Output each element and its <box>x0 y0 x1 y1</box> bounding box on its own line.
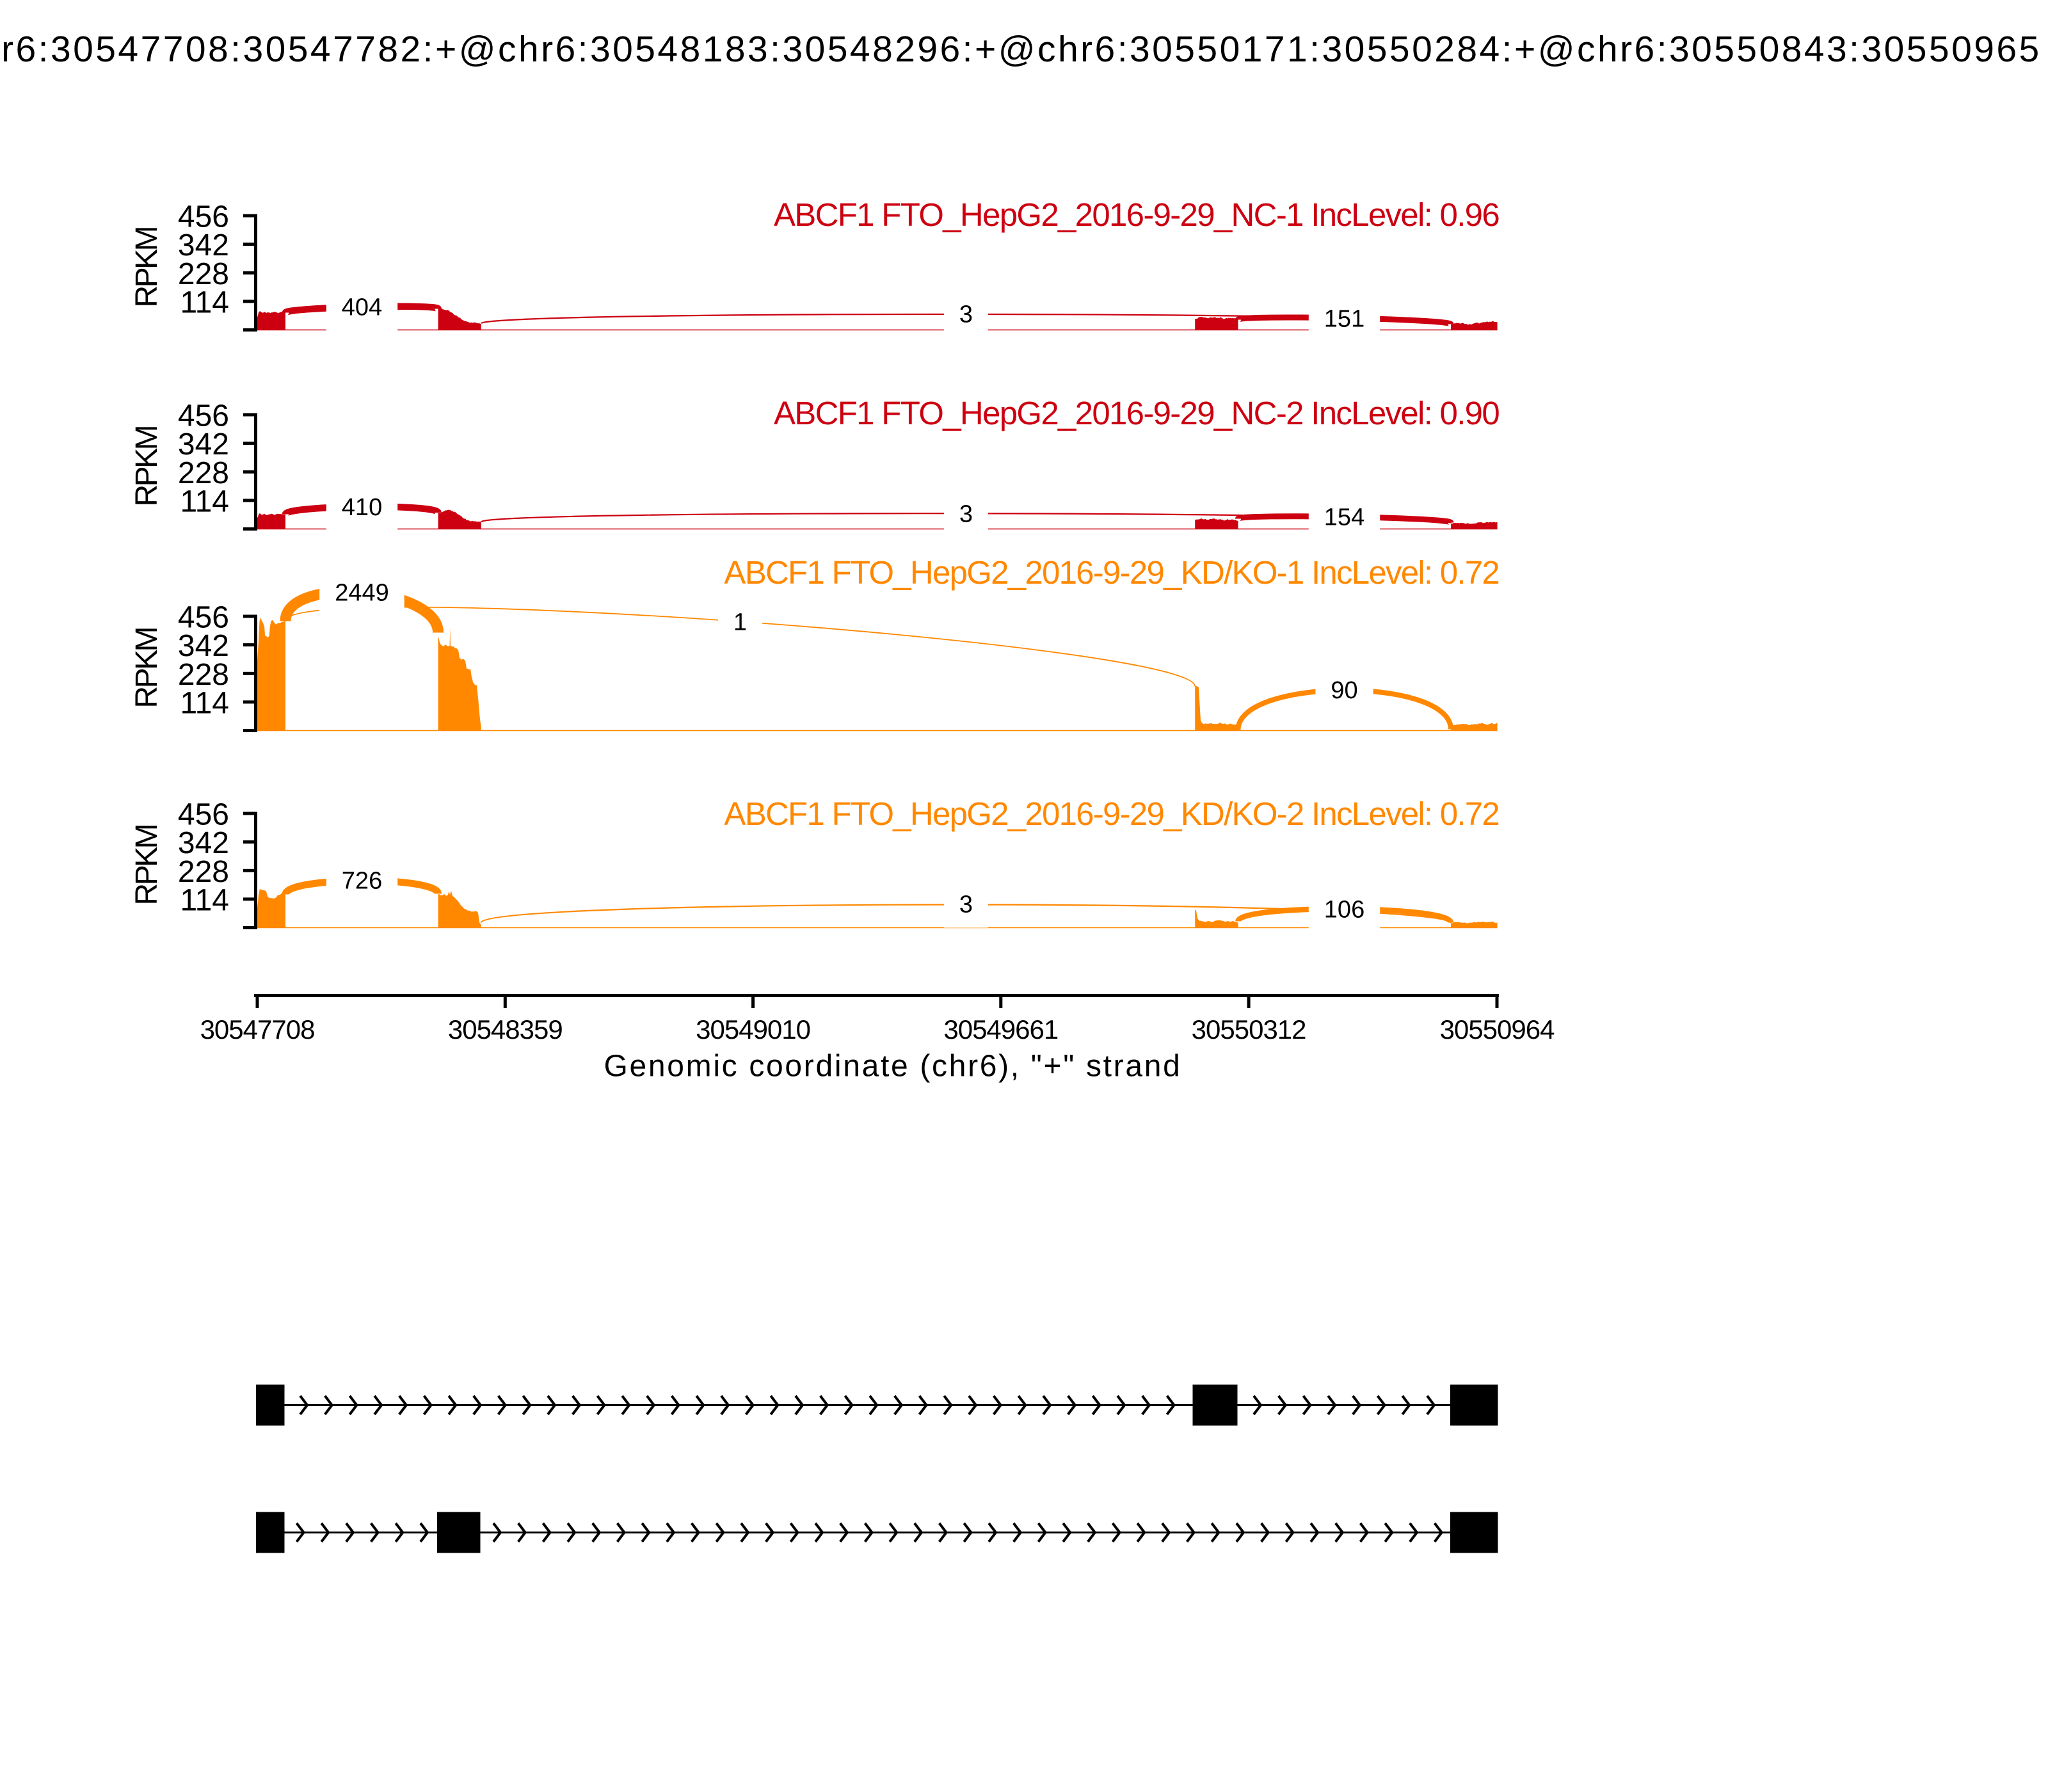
svg-text:ABCF1 FTO_HepG2_2016-9-29_NC-1: ABCF1 FTO_HepG2_2016-9-29_NC-1 IncLevel:… <box>774 196 1499 233</box>
svg-text:106: 106 <box>1324 897 1364 924</box>
svg-text:1: 1 <box>733 609 747 636</box>
svg-text:chr6:30547708:30547782:+@chr6:: chr6:30547708:30547782:+@chr6:30548183:3… <box>0 29 2042 70</box>
svg-text:228: 228 <box>178 855 229 889</box>
svg-text:410: 410 <box>342 494 382 521</box>
svg-text:154: 154 <box>1324 504 1364 531</box>
svg-text:RPKM: RPKM <box>130 227 164 307</box>
svg-text:30548359: 30548359 <box>448 1014 563 1044</box>
svg-text:342: 342 <box>178 428 229 461</box>
svg-text:114: 114 <box>180 883 229 917</box>
svg-text:404: 404 <box>342 294 382 321</box>
svg-text:228: 228 <box>178 257 229 291</box>
svg-text:342: 342 <box>178 826 229 860</box>
svg-text:456: 456 <box>178 798 229 832</box>
svg-text:342: 342 <box>178 629 229 663</box>
svg-text:ABCF1 FTO_HepG2_2016-9-29_KD/K: ABCF1 FTO_HepG2_2016-9-29_KD/KO-2 IncLev… <box>724 796 1499 832</box>
svg-text:RPKM: RPKM <box>130 426 164 506</box>
svg-text:3: 3 <box>959 501 973 528</box>
svg-text:30547708: 30547708 <box>200 1014 315 1044</box>
svg-text:151: 151 <box>1324 306 1364 333</box>
svg-text:RPKM: RPKM <box>130 628 164 708</box>
svg-text:114: 114 <box>180 686 229 720</box>
svg-text:90: 90 <box>1331 677 1357 704</box>
svg-text:114: 114 <box>180 285 229 319</box>
svg-text:RPKM: RPKM <box>130 825 164 905</box>
svg-text:2449: 2449 <box>335 580 389 607</box>
svg-text:Genomic coordinate (chr6), "+": Genomic coordinate (chr6), "+" strand <box>604 1050 1182 1084</box>
svg-text:726: 726 <box>342 868 382 895</box>
svg-text:30550312: 30550312 <box>1192 1014 1306 1044</box>
svg-text:3: 3 <box>959 892 973 918</box>
svg-text:30550964: 30550964 <box>1440 1014 1555 1044</box>
svg-text:456: 456 <box>178 601 229 635</box>
svg-text:30549010: 30549010 <box>696 1014 810 1044</box>
svg-text:ABCF1 FTO_HepG2_2016-9-29_NC-2: ABCF1 FTO_HepG2_2016-9-29_NC-2 IncLevel:… <box>774 395 1499 431</box>
svg-text:228: 228 <box>178 456 229 490</box>
svg-text:228: 228 <box>178 658 229 692</box>
svg-text:ABCF1 FTO_HepG2_2016-9-29_KD/K: ABCF1 FTO_HepG2_2016-9-29_KD/KO-1 IncLev… <box>724 554 1499 591</box>
svg-text:114: 114 <box>180 484 229 518</box>
svg-text:456: 456 <box>178 200 229 234</box>
svg-text:30549661: 30549661 <box>943 1014 1058 1044</box>
svg-text:456: 456 <box>178 399 229 433</box>
svg-text:3: 3 <box>959 301 973 328</box>
svg-text:342: 342 <box>178 228 229 262</box>
